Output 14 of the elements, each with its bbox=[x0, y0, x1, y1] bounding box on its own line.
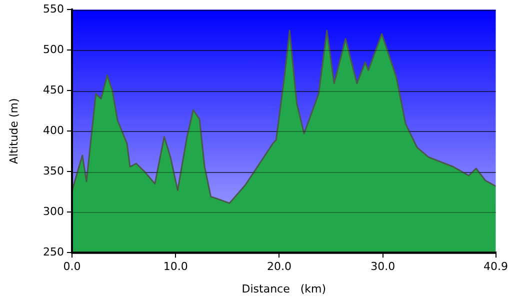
y-tick-label: 550 bbox=[43, 2, 64, 16]
x-tick-label: 30.0 bbox=[370, 260, 396, 274]
x-tick-label: 40.9 bbox=[484, 260, 508, 274]
y-tick-label: 400 bbox=[43, 124, 64, 137]
y-tick-label: 250 bbox=[43, 245, 64, 258]
x-axis-title: Distance (km) bbox=[242, 282, 326, 296]
x-tick-label: 20.0 bbox=[266, 260, 292, 274]
y-tick-label: 300 bbox=[43, 204, 64, 218]
x-tick-label: 0.0 bbox=[63, 260, 81, 274]
y-tick-label: 500 bbox=[43, 42, 64, 56]
x-tick-label: 10.0 bbox=[163, 260, 188, 274]
y-tick-label: 450 bbox=[43, 83, 64, 96]
y-tick-label: 350 bbox=[43, 164, 64, 178]
y-axis-title: Altitude (m) bbox=[7, 98, 20, 164]
